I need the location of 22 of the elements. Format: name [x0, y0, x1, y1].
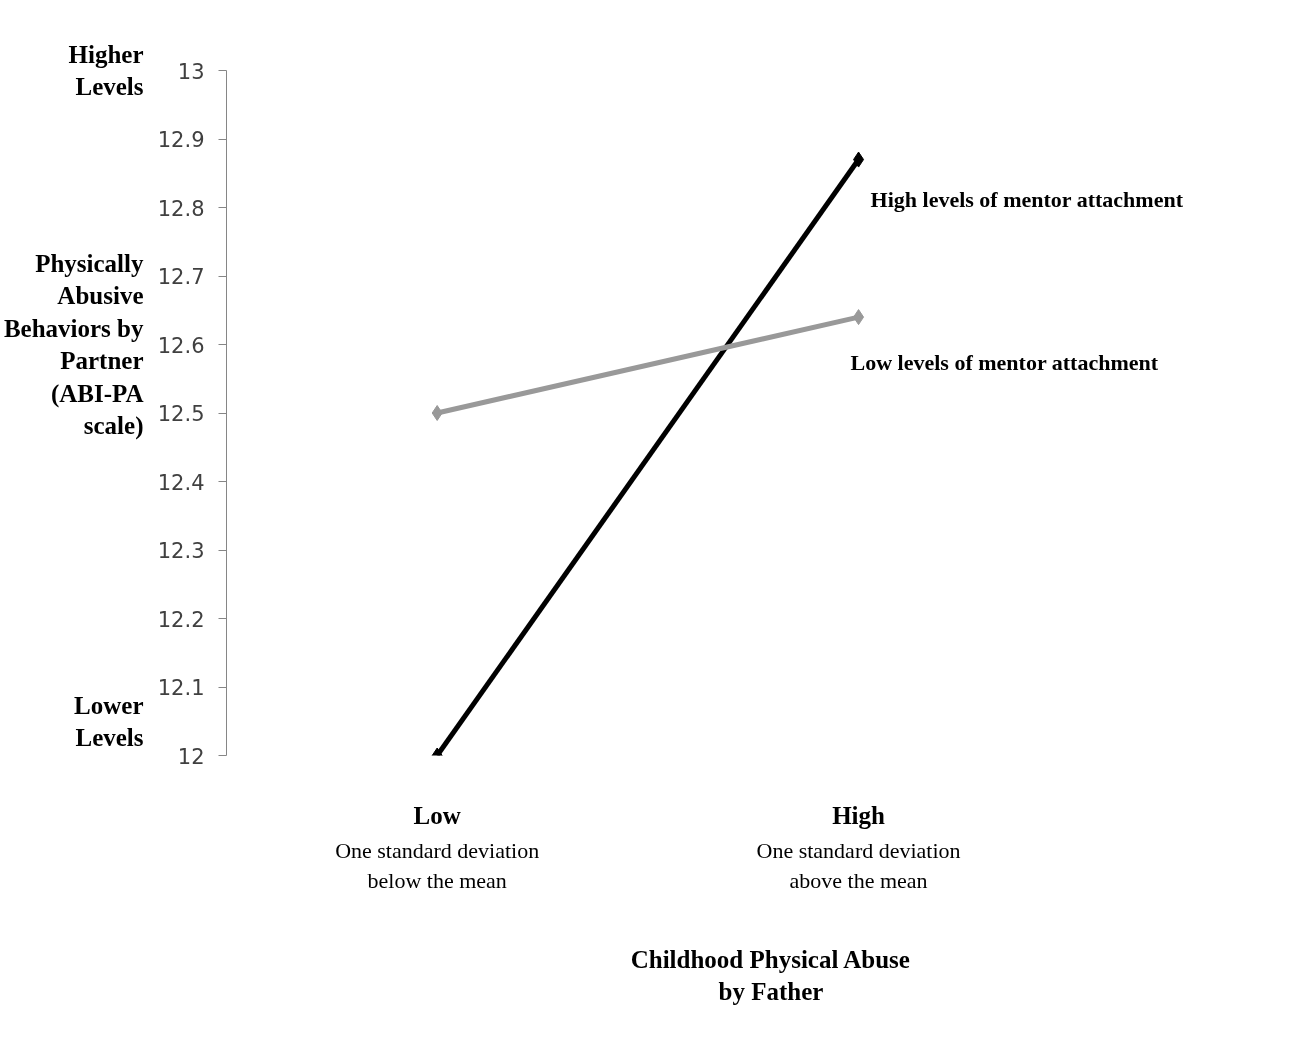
- text: Higher Levels: [68, 40, 144, 101]
- y-tick-label: 12: [177, 744, 205, 769]
- y-tick-label: 12.6: [157, 333, 205, 358]
- y-axis-title: Physically Abusive Behaviors by Partner (ABI-PA scale): [3, 250, 144, 440]
- series-label: Low levels of mentor attachment: [850, 349, 1159, 375]
- y-tick-label: 12.9: [157, 128, 205, 152]
- x-tick-label: Low: [413, 801, 461, 829]
- text: Lower Levels: [74, 691, 144, 751]
- text: One standard deviation above the mean: [756, 837, 961, 893]
- y-tick-label: 13: [177, 59, 205, 84]
- y-tick-label: 12.3: [157, 539, 205, 563]
- y-tick-label: 12.8: [157, 196, 205, 221]
- y-tick-label: 12.4: [157, 470, 205, 495]
- y-tick-label: 12.7: [157, 265, 205, 289]
- y-tick-label: 12.2: [157, 607, 205, 632]
- series-label: High levels of mentor attachment: [870, 187, 1184, 213]
- y-tick-label: 12.1: [157, 676, 205, 700]
- point: [431, 405, 443, 421]
- x-tick-label: High: [832, 801, 886, 829]
- x-axis-title: Childhood Physical Abuse by Father: [630, 945, 910, 1005]
- text: One standard deviation below the mean: [335, 837, 540, 893]
- y-tick-label: 12.5: [157, 402, 205, 426]
